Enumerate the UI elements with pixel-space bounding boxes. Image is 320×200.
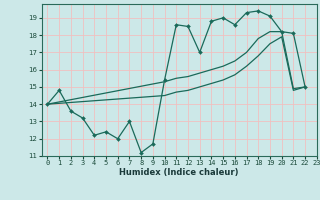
X-axis label: Humidex (Indice chaleur): Humidex (Indice chaleur): [119, 168, 239, 177]
